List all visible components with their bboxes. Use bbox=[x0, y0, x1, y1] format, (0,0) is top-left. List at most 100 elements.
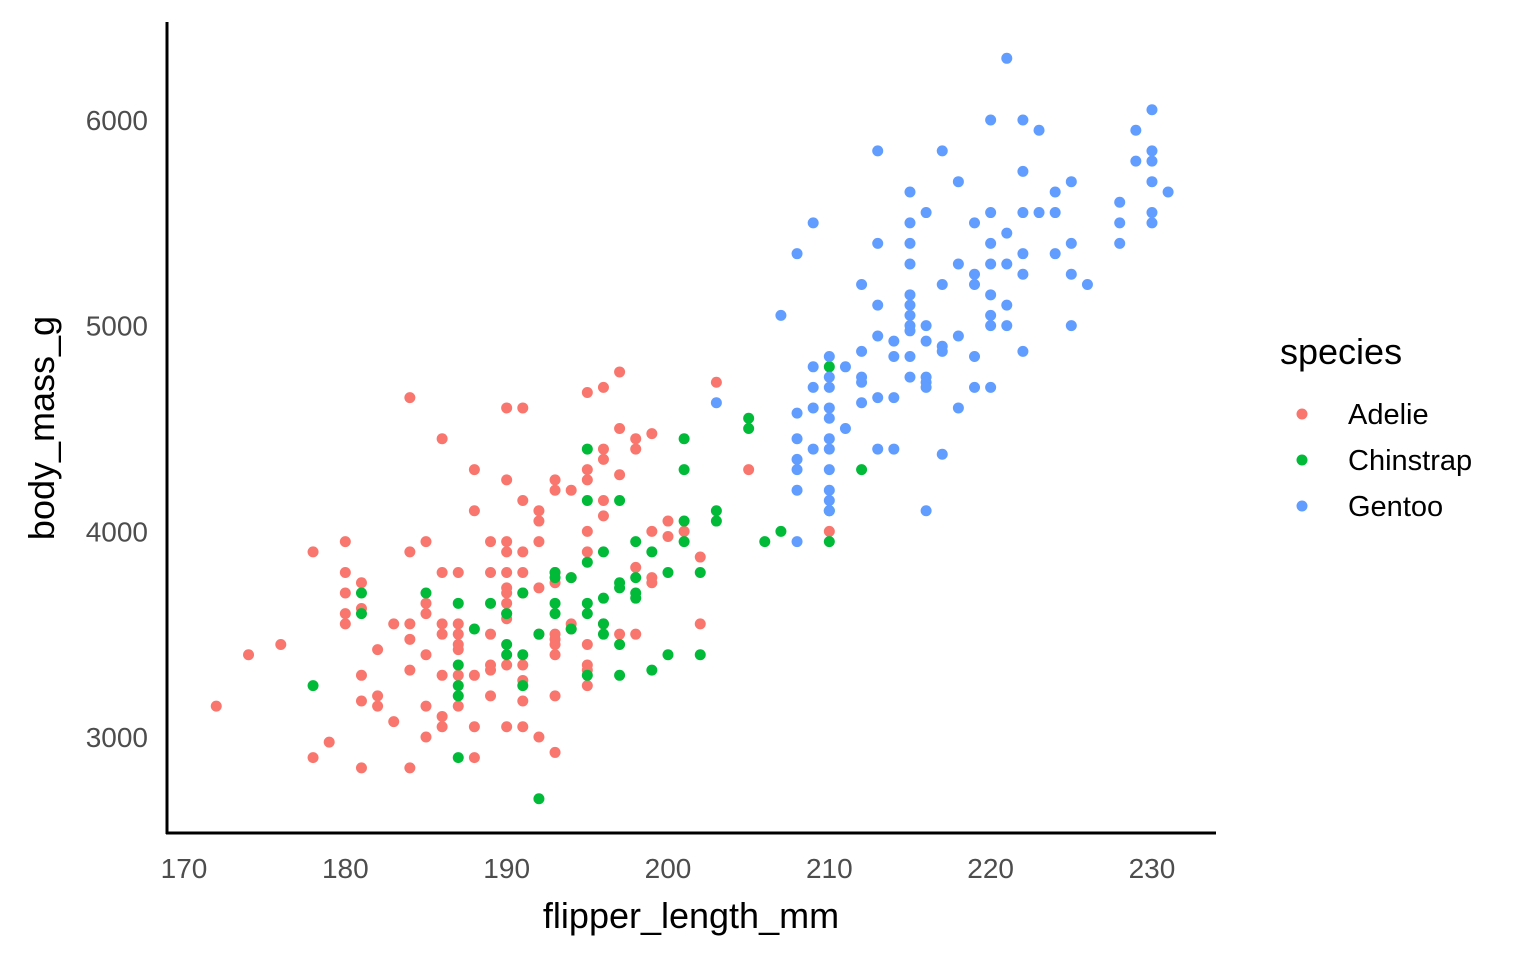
point-chinstrap bbox=[662, 566, 674, 578]
point-gentoo bbox=[888, 351, 900, 363]
point-chinstrap bbox=[614, 669, 626, 681]
point-gentoo bbox=[1146, 145, 1158, 157]
point-chinstrap bbox=[581, 556, 593, 568]
x-tick-label: 170 bbox=[161, 853, 208, 884]
point-gentoo bbox=[856, 376, 868, 388]
legend: species Adelie Chinstrap Gentoo bbox=[1280, 331, 1472, 523]
point-adelie bbox=[549, 649, 561, 661]
point-gentoo bbox=[904, 258, 916, 270]
point-gentoo bbox=[985, 320, 997, 332]
point-adelie bbox=[355, 762, 367, 774]
point-gentoo bbox=[823, 433, 835, 445]
point-gentoo bbox=[1001, 52, 1013, 64]
point-chinstrap bbox=[549, 572, 561, 584]
point-adelie bbox=[404, 392, 416, 404]
point-gentoo bbox=[856, 345, 868, 357]
point-gentoo bbox=[904, 237, 916, 249]
point-gentoo bbox=[904, 309, 916, 321]
point-adelie bbox=[597, 453, 609, 465]
point-chinstrap bbox=[694, 566, 706, 578]
point-gentoo bbox=[952, 330, 964, 342]
point-adelie bbox=[468, 669, 480, 681]
point-chinstrap bbox=[501, 608, 513, 620]
point-adelie bbox=[452, 628, 464, 640]
point-adelie bbox=[694, 551, 706, 563]
point-gentoo bbox=[985, 381, 997, 393]
point-adelie bbox=[630, 433, 642, 445]
point-adelie bbox=[404, 618, 416, 630]
point-gentoo bbox=[904, 371, 916, 383]
point-gentoo bbox=[710, 397, 722, 409]
point-adelie bbox=[614, 469, 626, 481]
point-adelie bbox=[565, 484, 577, 496]
point-gentoo bbox=[985, 309, 997, 321]
point-adelie bbox=[581, 464, 593, 476]
point-chinstrap bbox=[597, 628, 609, 640]
point-chinstrap bbox=[452, 680, 464, 692]
point-gentoo bbox=[936, 448, 948, 460]
point-adelie bbox=[597, 494, 609, 506]
point-adelie bbox=[485, 566, 497, 578]
point-chinstrap bbox=[694, 649, 706, 661]
point-gentoo bbox=[1146, 207, 1158, 219]
point-gentoo bbox=[985, 114, 997, 126]
point-chinstrap bbox=[581, 443, 593, 455]
point-adelie bbox=[307, 546, 319, 558]
point-adelie bbox=[581, 387, 593, 399]
point-chinstrap bbox=[710, 505, 722, 517]
point-gentoo bbox=[1114, 237, 1126, 249]
point-gentoo bbox=[1146, 176, 1158, 188]
point-adelie bbox=[501, 402, 513, 414]
point-chinstrap bbox=[565, 572, 577, 584]
point-adelie bbox=[485, 690, 497, 702]
point-adelie bbox=[339, 587, 351, 599]
point-adelie bbox=[436, 710, 448, 722]
point-adelie bbox=[501, 587, 513, 599]
point-gentoo bbox=[807, 443, 819, 455]
point-gentoo bbox=[985, 237, 997, 249]
point-gentoo bbox=[904, 325, 916, 337]
point-gentoo bbox=[985, 258, 997, 270]
point-adelie bbox=[420, 536, 432, 548]
point-chinstrap bbox=[743, 423, 755, 435]
point-gentoo bbox=[823, 402, 835, 414]
point-gentoo bbox=[791, 407, 803, 419]
point-gentoo bbox=[969, 351, 981, 363]
point-adelie bbox=[468, 464, 480, 476]
point-chinstrap bbox=[549, 608, 561, 620]
point-gentoo bbox=[1065, 268, 1077, 280]
point-gentoo bbox=[872, 237, 884, 249]
point-adelie bbox=[307, 752, 319, 764]
point-adelie bbox=[581, 474, 593, 486]
point-chinstrap bbox=[517, 587, 529, 599]
point-gentoo bbox=[872, 330, 884, 342]
x-tick-label: 220 bbox=[967, 853, 1014, 884]
point-adelie bbox=[355, 695, 367, 707]
point-chinstrap bbox=[468, 623, 480, 635]
point-gentoo bbox=[1017, 345, 1029, 357]
point-adelie bbox=[420, 731, 432, 743]
y-tick-label: 4000 bbox=[86, 516, 148, 547]
point-gentoo bbox=[952, 258, 964, 270]
point-adelie bbox=[533, 582, 545, 594]
point-gentoo bbox=[872, 299, 884, 311]
point-chinstrap bbox=[452, 659, 464, 671]
point-adelie bbox=[549, 638, 561, 650]
point-gentoo bbox=[920, 320, 932, 332]
point-chinstrap bbox=[856, 464, 868, 476]
point-adelie bbox=[501, 536, 513, 548]
point-chinstrap bbox=[630, 572, 642, 584]
point-chinstrap bbox=[678, 536, 690, 548]
point-gentoo bbox=[1146, 217, 1158, 229]
point-adelie bbox=[501, 659, 513, 671]
point-adelie bbox=[581, 525, 593, 537]
point-adelie bbox=[485, 628, 497, 640]
legend-item-gentoo: Gentoo bbox=[1296, 491, 1443, 523]
x-tick-label: 230 bbox=[1129, 853, 1176, 884]
point-adelie bbox=[501, 546, 513, 558]
point-gentoo bbox=[969, 217, 981, 229]
point-adelie bbox=[517, 546, 529, 558]
point-chinstrap bbox=[597, 546, 609, 558]
point-adelie bbox=[549, 746, 561, 758]
point-chinstrap bbox=[597, 618, 609, 630]
